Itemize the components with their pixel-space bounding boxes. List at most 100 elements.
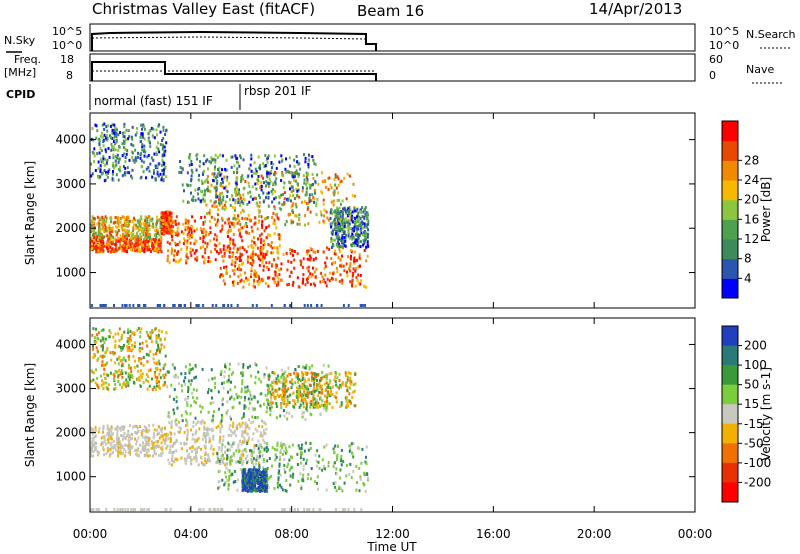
colorbar-swatch	[722, 278, 738, 299]
data-cell	[185, 252, 188, 256]
data-cell	[112, 446, 115, 450]
data-cell	[195, 168, 198, 172]
data-cell	[92, 450, 95, 454]
data-cell	[100, 242, 103, 246]
data-cell	[155, 445, 158, 449]
data-cell	[357, 220, 360, 224]
data-cell	[250, 255, 253, 259]
data-cell	[306, 477, 309, 481]
data-cell	[106, 373, 109, 377]
data-cell	[258, 479, 261, 483]
data-cell	[258, 456, 261, 460]
data-cell	[330, 223, 333, 226]
data-cell	[210, 368, 213, 372]
data-cell	[241, 371, 244, 375]
data-cell	[102, 157, 105, 161]
data-cell	[143, 425, 146, 429]
data-cell	[125, 224, 128, 228]
data-cell	[265, 449, 268, 453]
data-cell	[327, 176, 330, 180]
colorbar-swatch	[722, 219, 738, 240]
data-cell	[101, 348, 104, 352]
data-cell	[109, 371, 112, 375]
data-cell	[186, 428, 189, 432]
data-cell	[357, 265, 360, 269]
data-cell	[221, 184, 224, 188]
data-cell	[211, 204, 214, 208]
data-cell	[276, 441, 279, 445]
data-cell	[251, 415, 254, 419]
data-cell	[148, 336, 151, 340]
data-cell	[217, 480, 220, 483]
data-cell	[173, 254, 175, 258]
data-cell	[168, 395, 171, 398]
data-cell	[92, 436, 95, 440]
data-cell	[190, 462, 193, 466]
data-cell	[159, 386, 161, 390]
data-cell	[346, 270, 348, 274]
data-cell	[206, 245, 208, 249]
data-cell	[108, 431, 110, 435]
data-cell	[146, 220, 149, 223]
data-cell	[244, 457, 247, 461]
data-cell	[90, 379, 93, 383]
data-cell	[96, 235, 99, 239]
data-cell	[105, 381, 108, 385]
data-cell	[152, 436, 155, 440]
data-cell	[108, 335, 111, 339]
data-cell	[254, 484, 257, 487]
data-cell	[229, 455, 232, 459]
data-cell	[168, 242, 171, 246]
data-cell	[260, 473, 263, 477]
data-cell	[343, 269, 346, 273]
data-cell	[273, 197, 276, 201]
data-cell	[152, 432, 155, 436]
data-cell	[216, 195, 219, 199]
data-cell	[168, 216, 171, 220]
data-cell	[293, 197, 296, 200]
data-cell	[142, 160, 145, 164]
data-cell	[283, 458, 286, 462]
data-cell	[237, 161, 240, 165]
data-cell	[240, 390, 243, 394]
data-cell	[364, 489, 367, 493]
data-cell	[117, 450, 120, 454]
data-cell	[253, 475, 256, 479]
data-cell	[123, 239, 126, 243]
data-cell	[293, 266, 296, 270]
data-cell	[184, 228, 187, 232]
data-cell	[367, 228, 370, 232]
data-cell	[112, 235, 115, 239]
data-cell	[154, 229, 157, 233]
data-cell	[228, 443, 231, 447]
data-cell	[353, 259, 355, 263]
data-cell	[255, 444, 258, 447]
data-cell	[92, 327, 95, 331]
data-cell	[254, 416, 257, 419]
data-cell	[181, 183, 184, 187]
data-cell	[203, 256, 206, 260]
data-cell	[348, 206, 351, 210]
data-cell	[125, 233, 128, 237]
data-cell	[269, 180, 272, 184]
data-cell	[356, 243, 359, 247]
data-cell	[200, 461, 203, 465]
data-cell	[163, 337, 166, 341]
data-cell	[90, 244, 93, 248]
data-cell	[156, 172, 159, 176]
data-cell	[318, 220, 321, 224]
data-cell	[332, 203, 335, 207]
data-cell	[231, 472, 234, 476]
data-cell	[354, 221, 356, 225]
data-cell	[240, 395, 243, 399]
data-cell	[176, 406, 179, 410]
data-cell	[304, 283, 307, 287]
data-cell	[129, 449, 132, 453]
data-cell	[184, 221, 187, 225]
data-cell	[327, 461, 330, 464]
data-cell	[250, 169, 253, 173]
y-tick-label: 1000	[55, 266, 86, 280]
data-cell	[196, 227, 198, 231]
data-cell	[330, 225, 333, 229]
